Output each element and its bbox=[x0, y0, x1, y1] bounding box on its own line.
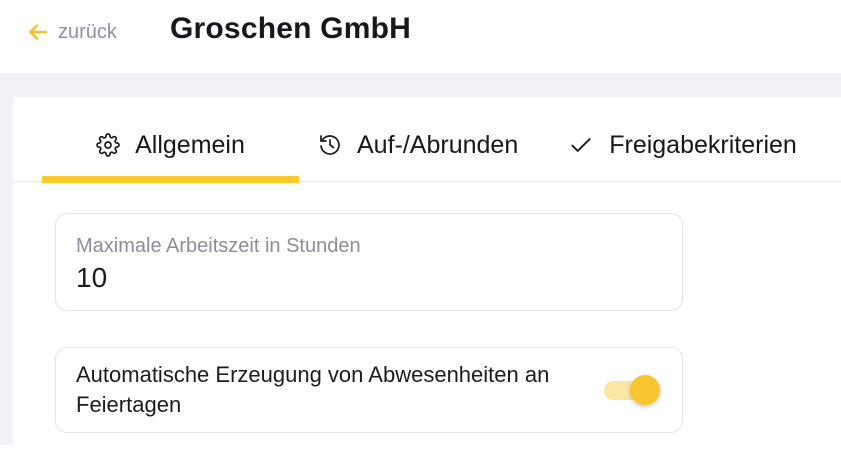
tab-allgemein[interactable]: Allgemein bbox=[42, 97, 299, 183]
back-label: zurück bbox=[58, 20, 117, 43]
page-title: Groschen GmbH bbox=[170, 12, 411, 45]
max-hours-field[interactable]: Maximale Arbeitszeit in Stunden 10 bbox=[55, 213, 683, 311]
auto-absence-toggle[interactable] bbox=[604, 375, 660, 405]
history-clock-icon bbox=[318, 133, 342, 157]
active-tab-underline bbox=[42, 175, 299, 183]
gear-icon bbox=[96, 133, 120, 157]
tab-label: Allgemein bbox=[135, 130, 245, 159]
content-panel: Allgemein Auf-/Abrunden bbox=[13, 97, 841, 456]
max-hours-value[interactable]: 10 bbox=[76, 262, 108, 293]
tab-auf-abrunden[interactable]: Auf-/Abrunden bbox=[299, 97, 545, 182]
tab-bar: Allgemein Auf-/Abrunden bbox=[13, 97, 841, 183]
toggle-knob bbox=[630, 375, 660, 405]
arrow-left-icon bbox=[26, 20, 50, 44]
background-band bbox=[0, 73, 841, 97]
auto-absence-label: Automatische Erzeugung von Abwesenheiten… bbox=[76, 362, 550, 417]
check-icon bbox=[568, 132, 594, 158]
tab-label: Freigabekriterien bbox=[609, 130, 797, 159]
tab-label: Auf-/Abrunden bbox=[357, 130, 519, 159]
left-gutter bbox=[0, 97, 13, 445]
auto-absence-row: Automatische Erzeugung von Abwesenheiten… bbox=[55, 347, 683, 433]
header: zurück Groschen GmbH bbox=[0, 0, 841, 73]
tab-freigabekriterien[interactable]: Freigabekriterien bbox=[545, 97, 821, 182]
max-hours-label: Maximale Arbeitszeit in Stunden bbox=[76, 235, 361, 257]
back-button[interactable]: zurück bbox=[26, 20, 117, 44]
